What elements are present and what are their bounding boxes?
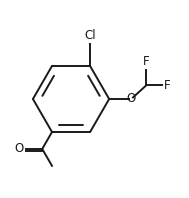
Text: O: O <box>14 142 23 155</box>
Text: O: O <box>126 92 135 106</box>
Text: F: F <box>164 79 171 92</box>
Text: F: F <box>143 55 150 68</box>
Text: Cl: Cl <box>84 29 96 42</box>
